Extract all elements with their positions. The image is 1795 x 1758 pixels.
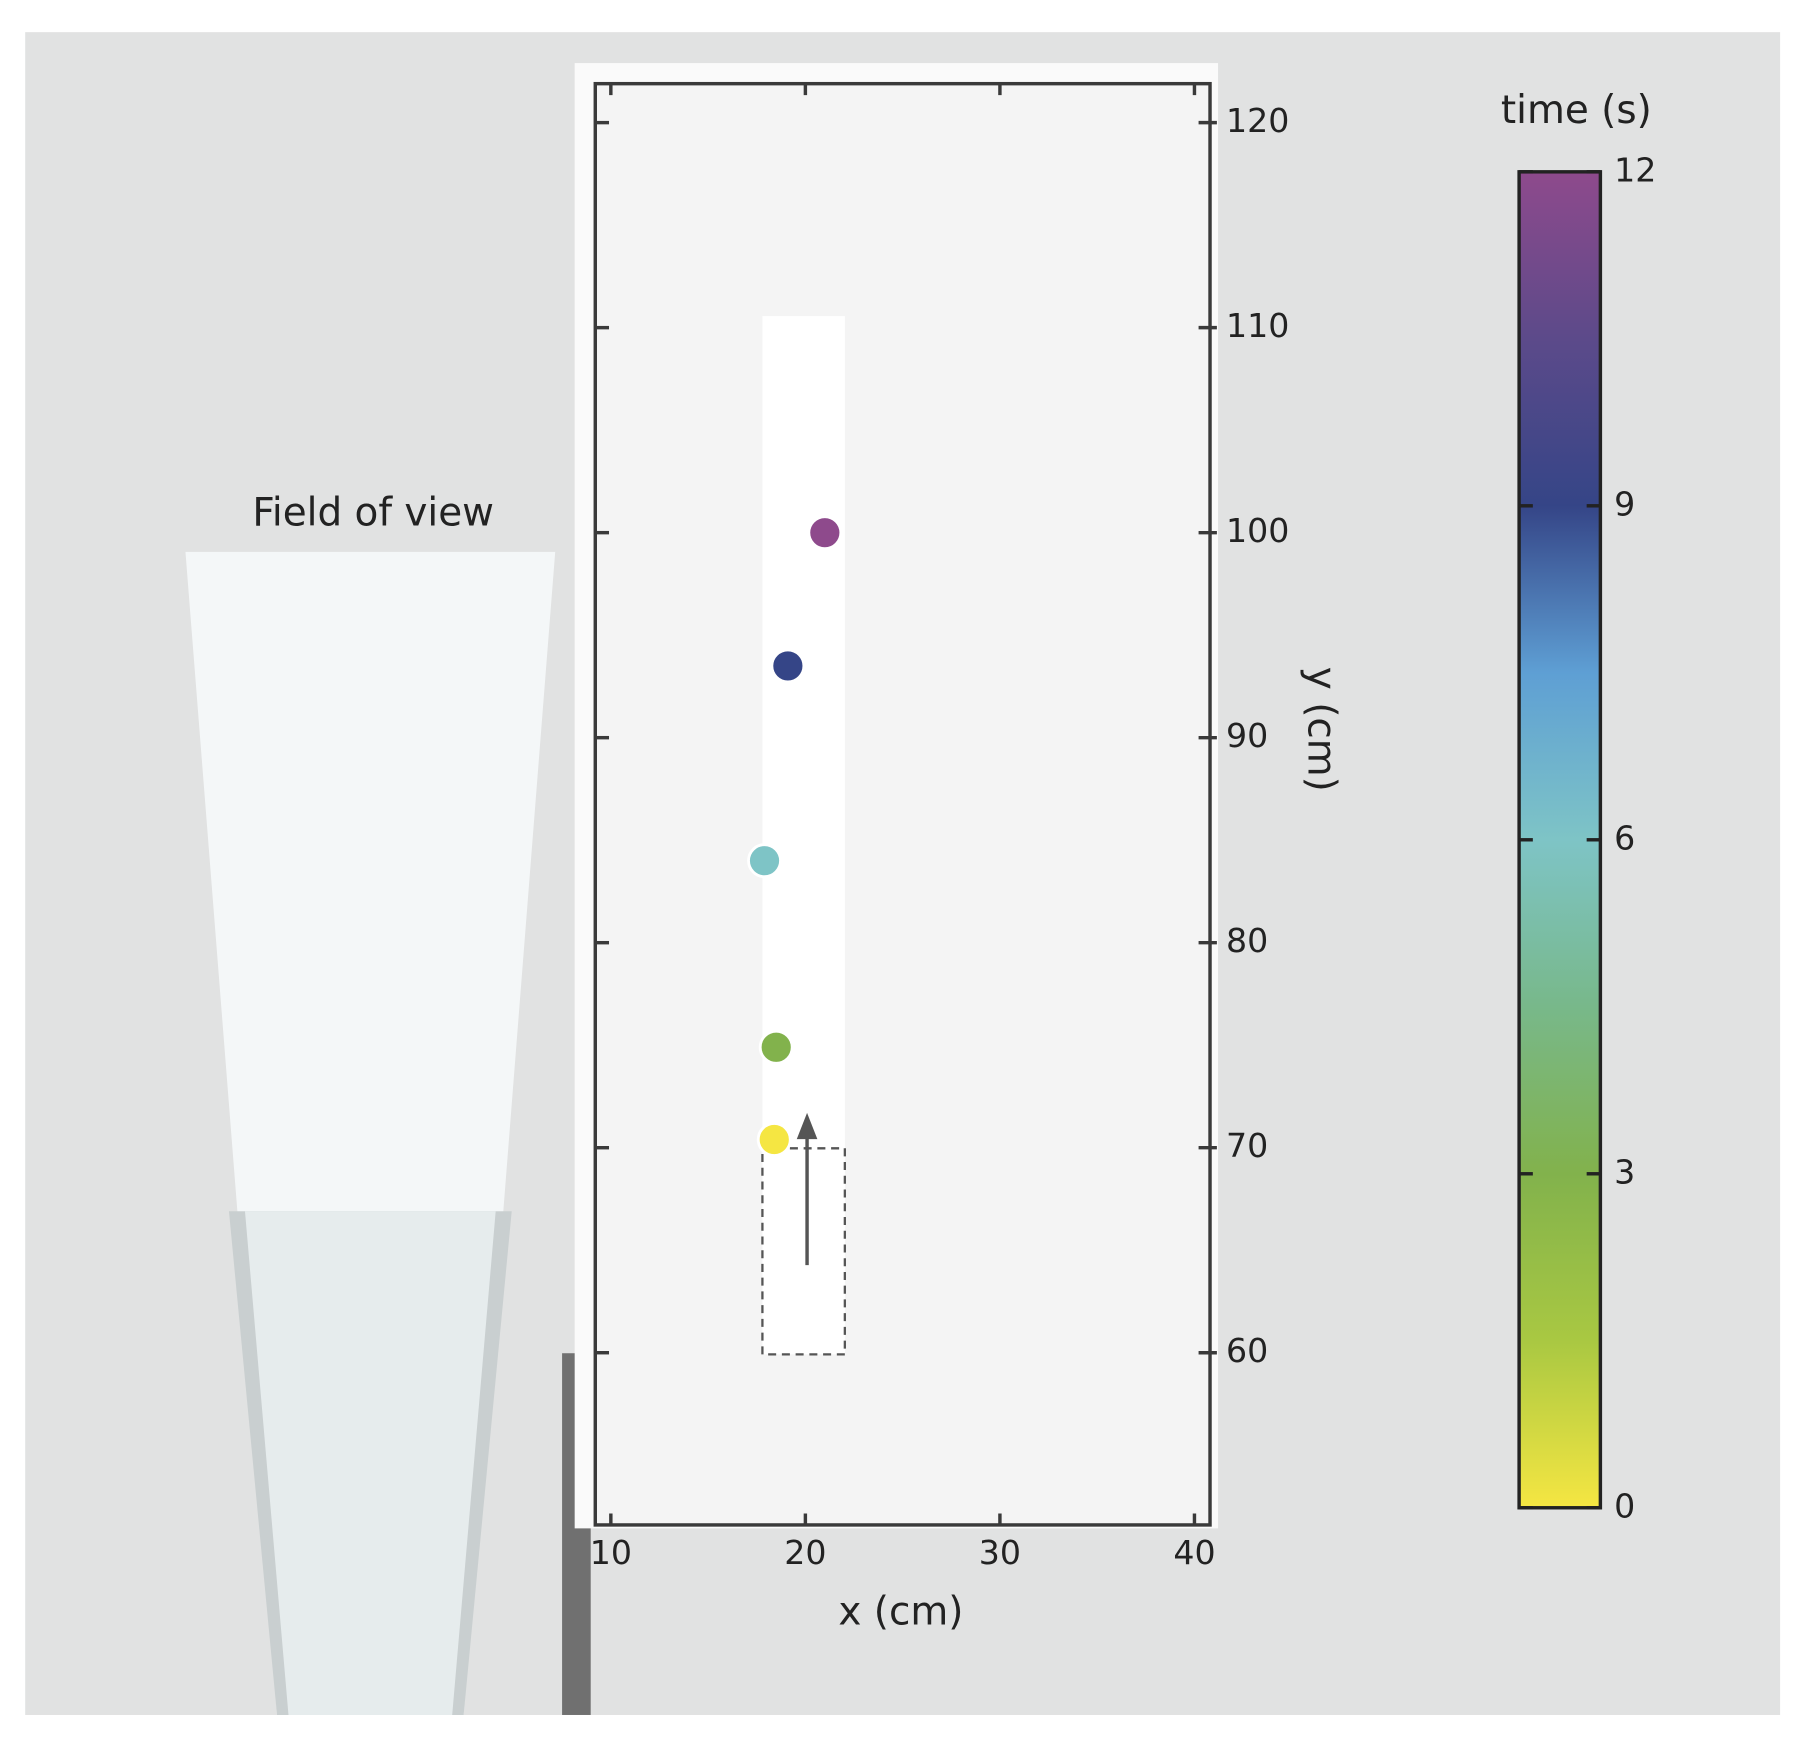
point [756, 1122, 792, 1157]
colorbar-tick-label: 12 [1614, 150, 1656, 189]
colorbar-tick-label: 9 [1614, 484, 1635, 523]
annotation: Field of view [252, 491, 494, 536]
x-tick-label: 10 [590, 1533, 632, 1572]
colorbar-tick-label: 6 [1614, 818, 1635, 857]
plot-area [595, 83, 1211, 1525]
colorbar-tick-label: 0 [1614, 1486, 1635, 1525]
point [807, 515, 843, 551]
colorbar-label: time (s) [1501, 88, 1652, 133]
start-region [761, 1147, 846, 1356]
x-axis-label: x (cm) [838, 1590, 963, 1635]
x-tick-label: 40 [1173, 1533, 1215, 1572]
point [758, 1029, 794, 1065]
plot-frame [593, 81, 1212, 1527]
y-tick-label: 120 [1226, 101, 1289, 140]
colorbar-tick-label: 3 [1614, 1152, 1635, 1191]
field-of-view-inner [244, 1211, 496, 1715]
y-tick-label: 80 [1226, 921, 1268, 960]
y-tick-label: 90 [1226, 716, 1268, 755]
point [747, 843, 782, 879]
y-tick-label: 110 [1226, 306, 1289, 345]
arrow-head [796, 1112, 818, 1140]
y-tick-label: 100 [1226, 511, 1289, 550]
y-tick-label: 60 [1226, 1331, 1268, 1370]
x-tick-label: 20 [784, 1533, 826, 1572]
y-tick-label: 70 [1226, 1126, 1268, 1165]
y-axis-label: y (cm) [1298, 667, 1343, 792]
point [770, 648, 806, 684]
x-tick-label: 30 [979, 1533, 1021, 1572]
corridor [762, 316, 845, 1355]
